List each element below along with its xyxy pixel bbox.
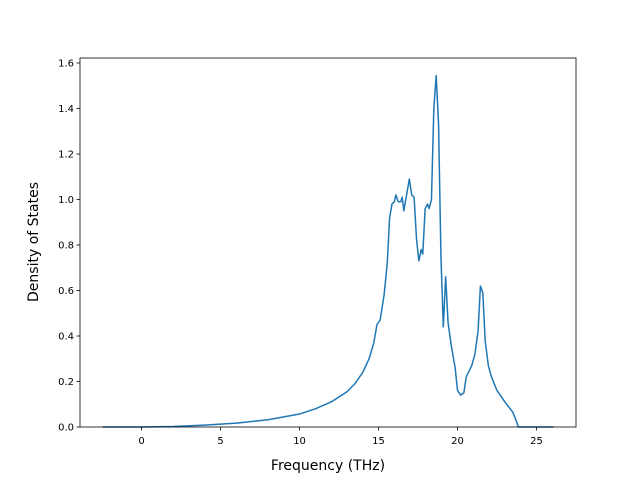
- y-tick-label: 1.0: [58, 195, 74, 206]
- x-tick-label: 0: [138, 436, 144, 447]
- x-tick-label: 10: [293, 436, 306, 447]
- y-tick-label: 0.8: [58, 241, 74, 252]
- line: [102, 74, 554, 428]
- y-tick-label: 0.2: [58, 377, 74, 388]
- x-tick-label: 20: [451, 436, 464, 447]
- plot-frame: [79, 57, 577, 428]
- x-tick-label: 25: [530, 436, 543, 447]
- x-axis-label: Frequency (THz): [271, 458, 385, 474]
- y-tick-label: 1.6: [58, 59, 74, 70]
- y-tick-label: 0.6: [58, 286, 74, 297]
- y-tick-label: 0.4: [58, 332, 74, 343]
- y-tick-label: 0.0: [58, 423, 74, 434]
- y-axis-label: Density of States: [26, 182, 42, 302]
- x-tick-label: 15: [372, 436, 385, 447]
- y-tick-label: 1.4: [58, 104, 74, 115]
- y-tick-label: 1.2: [58, 150, 74, 161]
- x-tick-label: 5: [217, 436, 223, 447]
